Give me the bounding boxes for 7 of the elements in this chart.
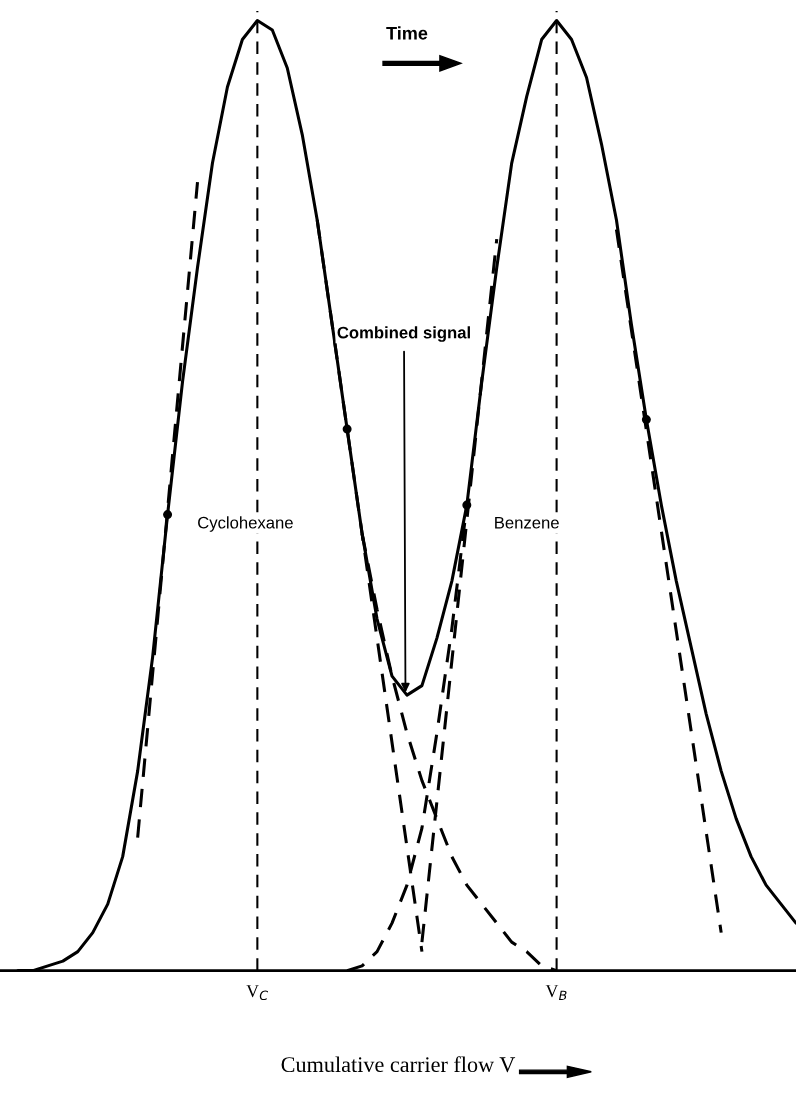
x-tick-label: V$_{C}$ — [246, 985, 269, 1001]
annotation: Combined signal — [337, 326, 470, 342]
x-axis-title: Cumulative carrier flow V — [281, 1056, 516, 1073]
x-tick-label: V$_{B}$ — [545, 985, 567, 1000]
annotation: Time — [386, 26, 428, 40]
annotation: Benzene — [495, 516, 559, 529]
annotation: Cyclohexane — [198, 516, 293, 532]
